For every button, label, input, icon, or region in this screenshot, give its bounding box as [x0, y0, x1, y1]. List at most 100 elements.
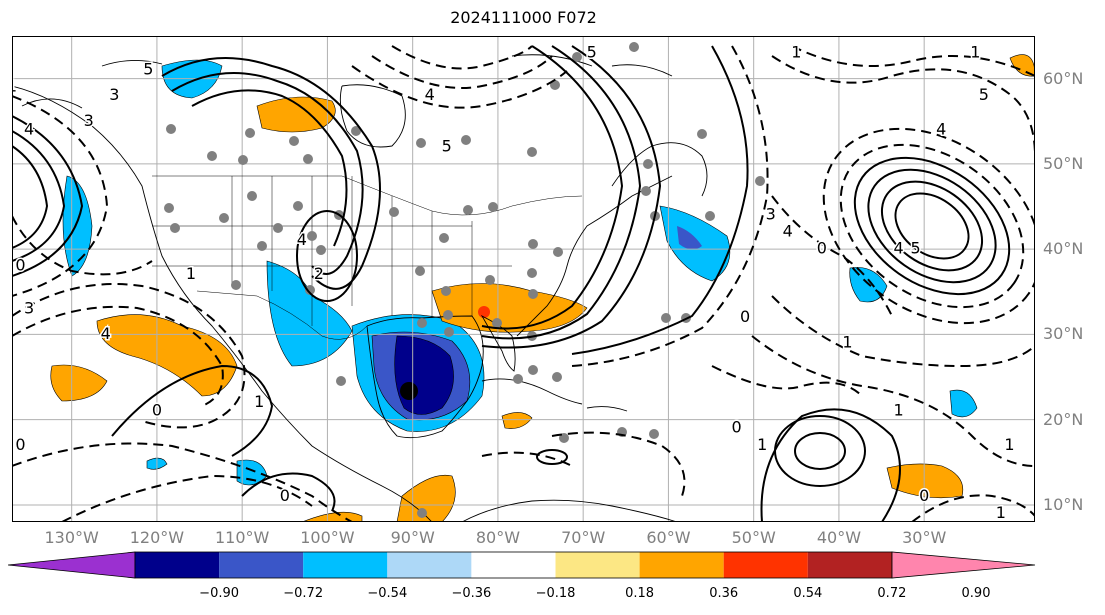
graticule	[12, 36, 1035, 522]
contour-low-east-1	[894, 192, 970, 260]
shade-red-spot	[478, 306, 490, 318]
contour-low-east-4	[853, 156, 1011, 296]
colorbar-segment	[723, 552, 808, 578]
coast-canada-east	[611, 142, 708, 197]
colorbar-tick-label: 0.18	[625, 586, 655, 601]
shade-medium-blue-atlantic	[677, 226, 702, 250]
contour-sw-solid	[111, 364, 274, 457]
colorbar-tick-label: 0.72	[877, 586, 907, 601]
shade-blue-east-atlantic	[949, 389, 978, 418]
contour-label: 5	[587, 43, 597, 62]
contour-label: 5	[143, 60, 153, 79]
contour-label: 4	[101, 324, 111, 343]
latitude-label: 20°N	[1043, 409, 1084, 429]
latitude-label: 50°N	[1043, 153, 1084, 173]
colorbar-segment	[387, 552, 472, 578]
coast-north-america-west	[12, 85, 433, 522]
contour-caribbean-1	[551, 431, 686, 497]
shade-orange-east-pacific	[96, 314, 238, 397]
longitude-label: 120°W	[129, 528, 185, 547]
longitude-label: 130°W	[44, 528, 99, 547]
colorbar-tick-label: −0.72	[283, 586, 324, 601]
contour-label: 0	[919, 486, 929, 505]
longitude-label: 90°W	[390, 528, 435, 547]
contour-label: 1	[254, 392, 264, 411]
longitude-label: 60°W	[646, 528, 691, 547]
contour-se-closed-1	[794, 432, 846, 470]
colorbar-tick-label: 0.36	[709, 586, 739, 601]
map-title: 2024111000 F072	[450, 8, 597, 27]
contour-sw-2	[12, 305, 224, 407]
contour-ridge-central-2	[171, 72, 364, 275]
contour-west-trough-3	[12, 145, 49, 249]
contour-label: 3	[24, 298, 34, 317]
shade-blue-pacific-west	[62, 175, 93, 277]
contour-lines	[12, 45, 1035, 522]
coast-gulf-of-mexico	[366, 315, 484, 439]
contour-central-closed	[296, 210, 358, 302]
coast-hudson-bay	[339, 84, 406, 148]
contour-s-solid	[241, 472, 336, 512]
contour-label: 3	[84, 111, 94, 130]
contour-dashed-ne-2	[791, 45, 1035, 77]
longitude-label: 70°W	[561, 528, 606, 547]
colorbar-extend-low	[8, 551, 136, 579]
colorbar-segment	[807, 552, 892, 578]
coast-us-east	[516, 175, 673, 337]
shade-black-center	[400, 382, 418, 400]
contour-dashed-north-2	[371, 55, 553, 89]
shade-orange-east-atlantic	[886, 463, 964, 499]
contour-label: 1	[791, 43, 801, 62]
border-us-mexico	[196, 290, 368, 340]
contour-label: 0	[152, 401, 162, 420]
observation-dots	[164, 42, 765, 518]
contour-label: 1	[970, 43, 980, 62]
shade-orange-hudson	[256, 96, 336, 133]
contour-low-east-5	[839, 143, 1025, 309]
contour-label: 4	[936, 119, 946, 138]
coast-cuba	[481, 378, 583, 405]
contour-atlantic-1	[771, 295, 1035, 368]
contour-label: 3	[109, 85, 119, 104]
contour-dashed-ne-1	[771, 55, 1035, 157]
longitude-label: 80°W	[475, 528, 521, 547]
colorbar-segment	[303, 552, 388, 578]
contour-mid-atlantic	[771, 195, 893, 317]
colorbar-segment	[135, 552, 220, 578]
map-frame	[12, 36, 1035, 522]
colorbar-tick-label: −0.90	[199, 586, 240, 601]
coast-hispaniola	[586, 406, 628, 412]
contour-east-trough-4	[571, 45, 749, 355]
contour-caribbean-closed	[536, 449, 568, 465]
contour-label: 5	[911, 239, 921, 258]
longitude-label: 110°W	[214, 528, 270, 547]
contour-label: 4	[425, 85, 435, 104]
contour-low-east-3	[867, 168, 997, 284]
contour-dashed-north-1	[391, 45, 533, 70]
contour-low-east-6	[822, 127, 1035, 325]
colorbar-tick-label: −0.18	[535, 586, 576, 601]
latitude-label: 40°N	[1043, 239, 1084, 259]
contour-label: 1	[842, 332, 852, 351]
contour-east-trough-3	[481, 45, 662, 349]
contour-label: 1	[996, 503, 1006, 522]
shade-orange-colombia	[396, 474, 456, 522]
contour-atlantic-2	[751, 335, 1035, 467]
longitude-label: 40°W	[816, 528, 862, 547]
map-panel: 53442154515445340014030100101101113	[12, 36, 1035, 522]
contour-label: 1	[894, 401, 904, 420]
contour-label: 0	[280, 486, 290, 505]
colorbar-tick-label: 0.90	[961, 586, 991, 601]
coastlines	[12, 54, 708, 522]
latitude-label: 30°N	[1043, 324, 1084, 344]
contour-label: 4	[894, 239, 904, 258]
contour-value-labels: 53442154515445340014030100101101113	[12, 41, 1016, 522]
contour-low-east-2	[880, 180, 984, 272]
colorbar-tick-label: 0.54	[793, 586, 823, 601]
contour-label: 0	[817, 239, 827, 258]
colorbar	[8, 551, 1036, 579]
latitude-label: 60°N	[1043, 68, 1084, 88]
contour-ridge-central-3	[191, 89, 348, 247]
contour-east-trough-1	[481, 45, 624, 330]
contour-label: 1	[186, 264, 196, 283]
